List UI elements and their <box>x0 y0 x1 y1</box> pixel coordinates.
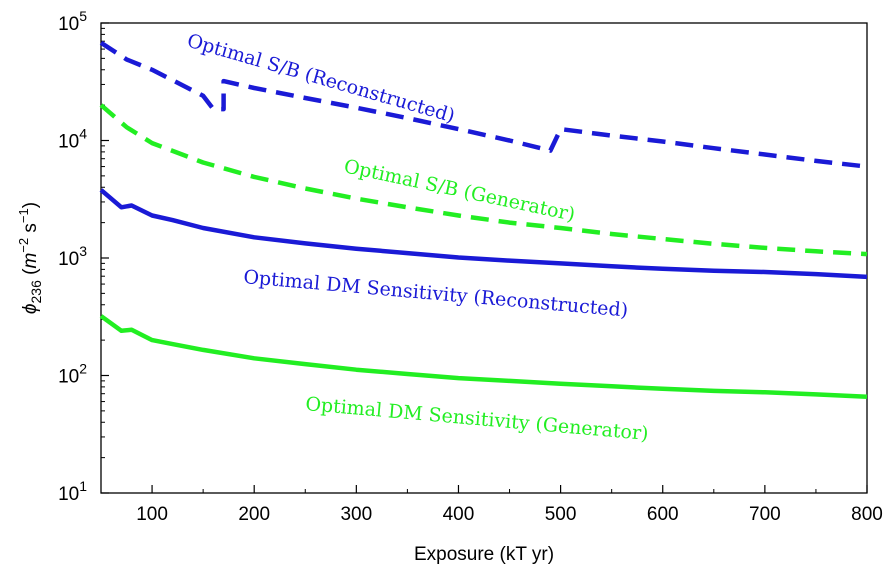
x-axis-title: Exposure (kT yr) <box>414 544 554 565</box>
y-tick-label: 101 <box>58 478 87 505</box>
x-tick-label: 400 <box>443 504 475 525</box>
series-layer <box>99 40 868 399</box>
series-line-4 <box>99 314 868 399</box>
x-tick-label: 800 <box>851 504 883 525</box>
y-axis-exp1: −2 <box>16 238 31 253</box>
x-tick-label: 500 <box>545 504 577 525</box>
curve-label-1: Optimal S/B (Reconstructed) <box>185 30 458 128</box>
y-tick-exponent: 3 <box>79 243 87 259</box>
y-tick-base: 10 <box>58 132 79 153</box>
y-axis-subscript: 236 <box>28 280 44 304</box>
y-tick-exponent: 5 <box>79 8 87 24</box>
curve-label-4: Optimal DM Sensitivity (Generator) <box>305 393 650 445</box>
y-tick-label: 103 <box>58 243 87 270</box>
y-tick-exponent: 2 <box>79 361 87 377</box>
y-axis-unit1: m <box>20 253 41 269</box>
y-tick-base: 10 <box>58 367 79 388</box>
x-tick-label: 300 <box>340 504 372 525</box>
x-axis-ticks: 100 200 300 400 500 600 700 800 <box>100 485 883 525</box>
y-tick-base: 10 <box>58 249 79 270</box>
x-tick-label: 700 <box>749 504 781 525</box>
series-line-3 <box>99 188 868 280</box>
y-tick-label: 104 <box>58 126 87 153</box>
y-axis-open: ( <box>20 268 41 280</box>
y-axis-unit2: s <box>20 223 41 238</box>
series-line-1 <box>99 40 868 169</box>
y-tick-exponent: 4 <box>79 126 87 142</box>
x-tick-label: 100 <box>136 504 168 525</box>
y-axis-close: ) <box>20 202 41 208</box>
y-axis-title: ϕ236 (m−2 s−1) <box>16 202 44 314</box>
y-tick-exponent: 1 <box>79 478 87 494</box>
y-tick-base: 10 <box>58 14 79 35</box>
x-tick-label: 600 <box>647 504 679 525</box>
curve-label-3: Optimal DM Sensitivity (Reconstructed) <box>243 266 629 322</box>
x-tick-label: 200 <box>238 504 270 525</box>
y-tick-base: 10 <box>58 484 79 505</box>
y-tick-label: 102 <box>58 361 87 388</box>
y-tick-label: 105 <box>58 8 87 35</box>
y-axis-symbol: ϕ <box>20 303 41 314</box>
y-axis-exp2: −1 <box>16 208 31 223</box>
series-line-2 <box>99 103 868 257</box>
